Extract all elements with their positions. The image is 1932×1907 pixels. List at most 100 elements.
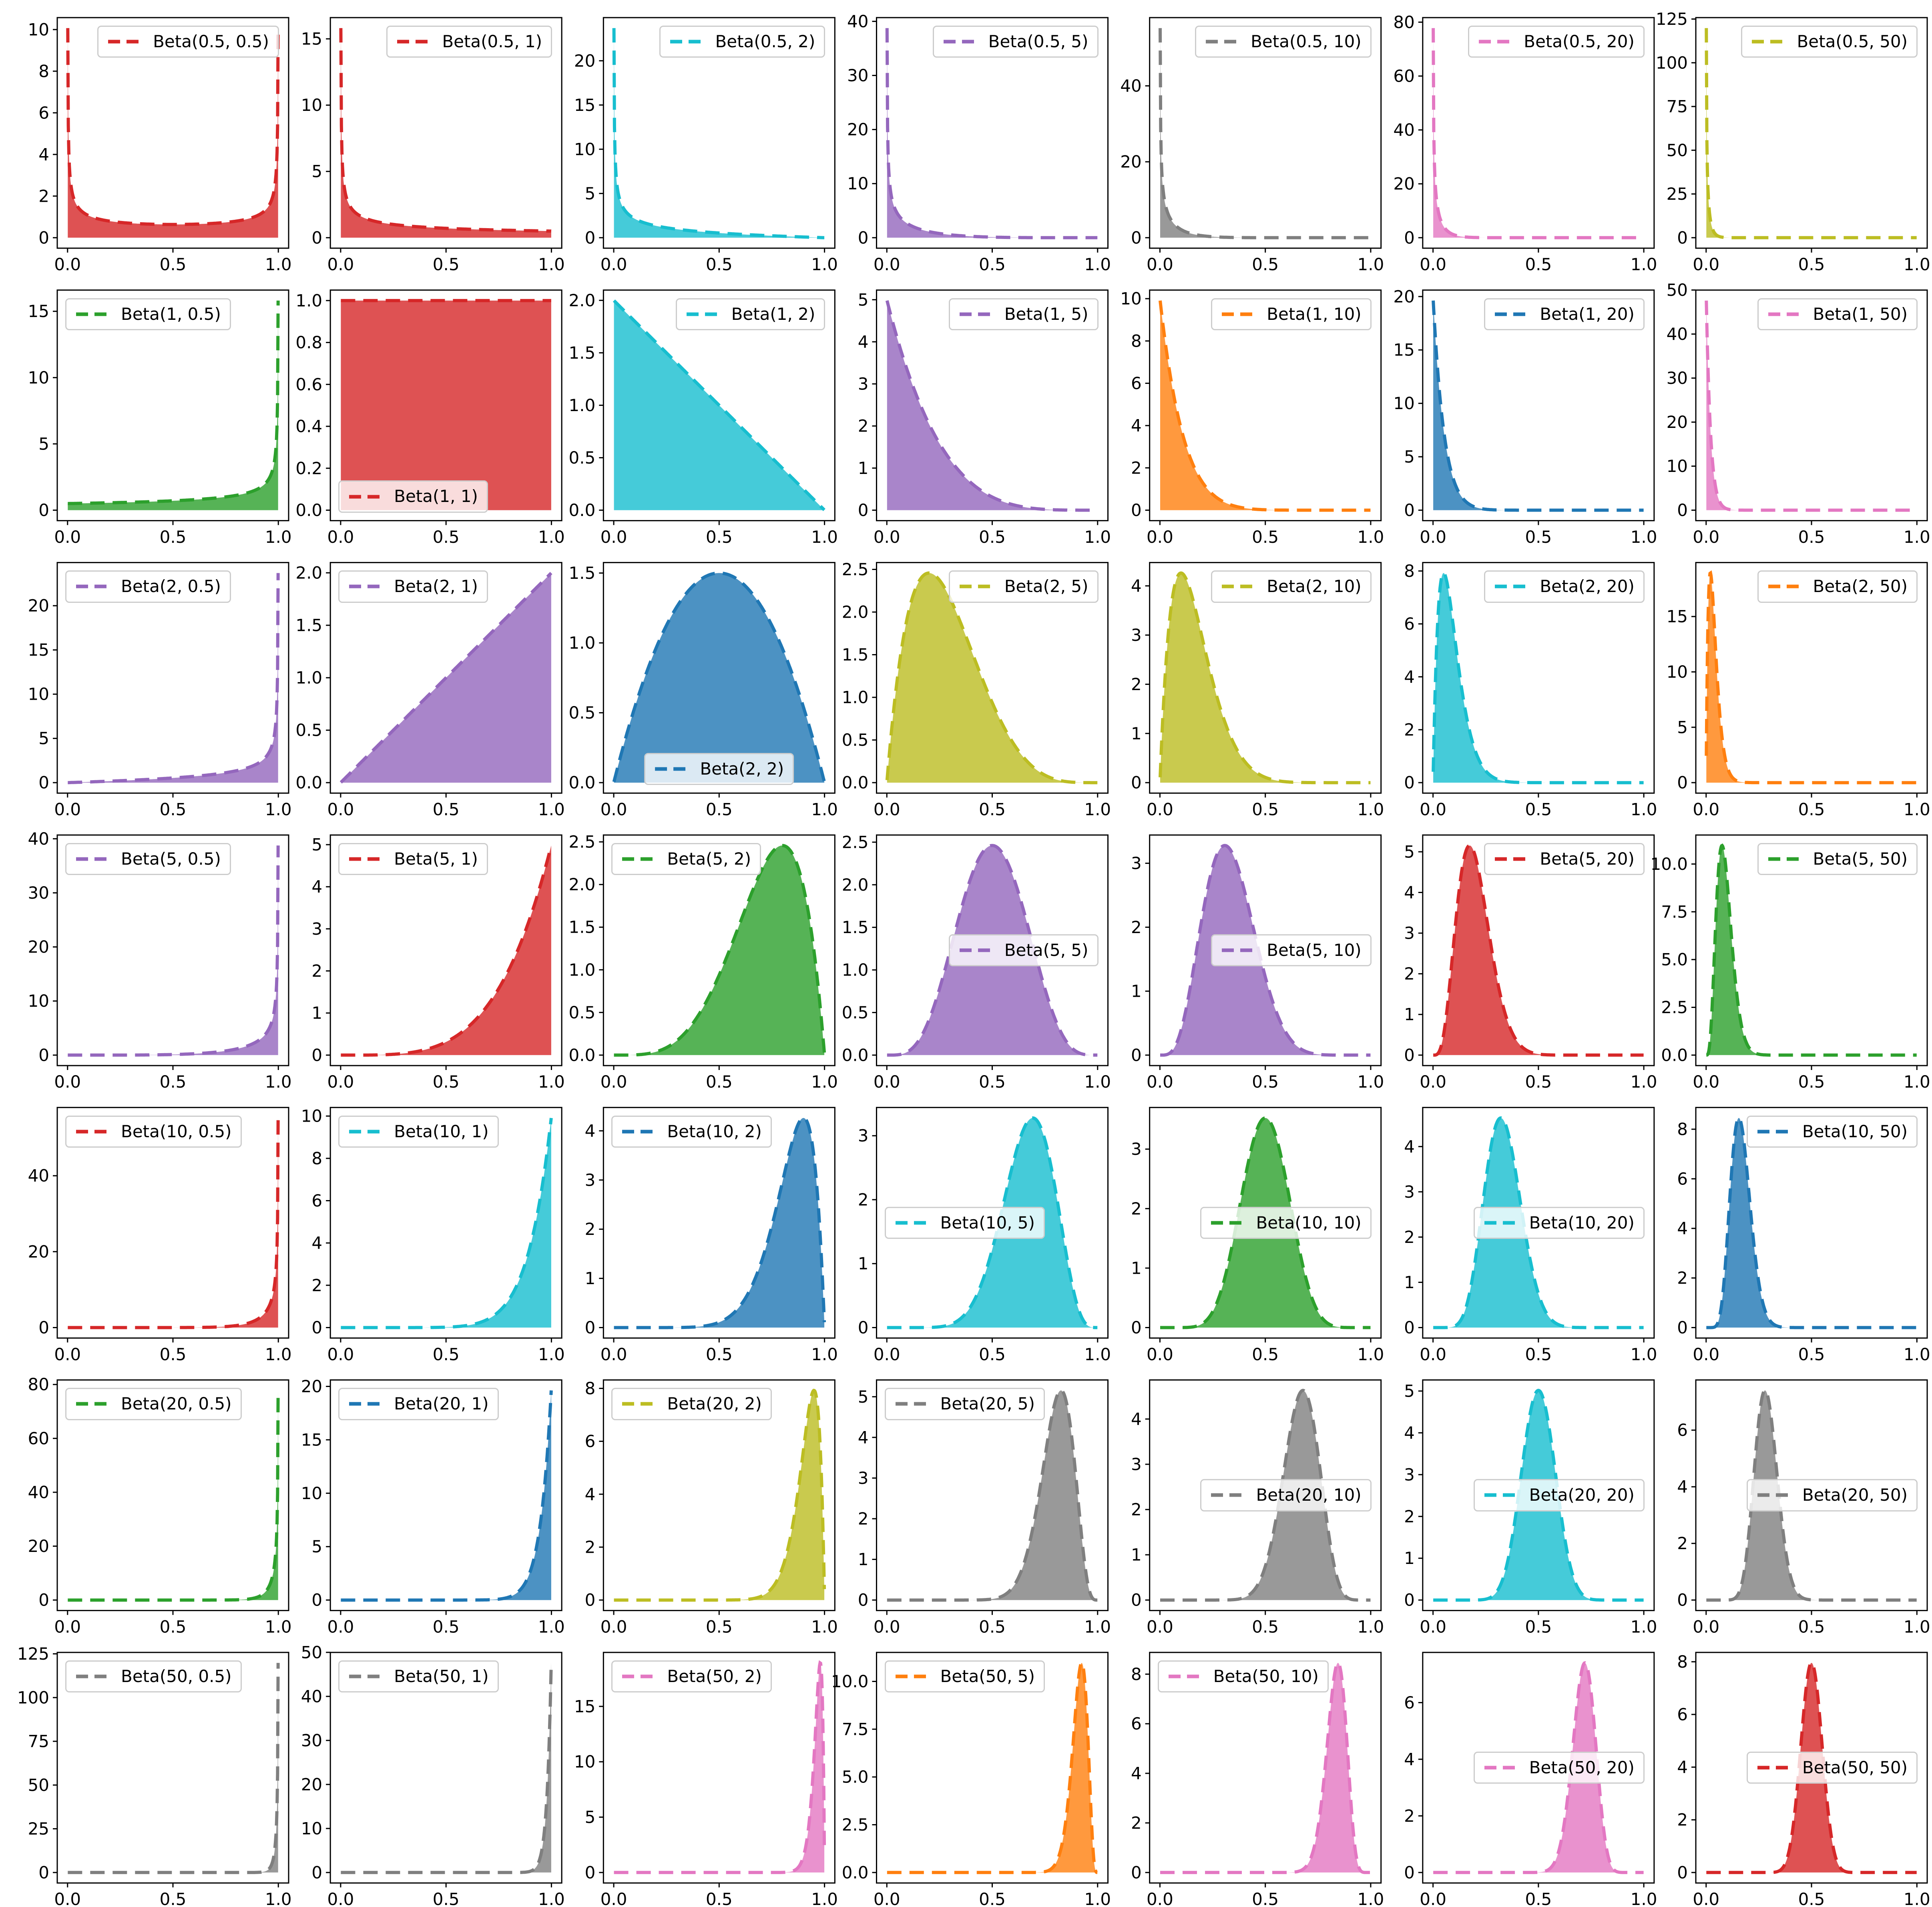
y-tick-label: 2.0 xyxy=(842,875,869,895)
legend-label: Beta(50, 0.5) xyxy=(121,1666,232,1686)
y-tick-label: 3 xyxy=(1131,1455,1142,1474)
x-tick-label: 0.0 xyxy=(54,1072,81,1092)
legend-dash-line-icon xyxy=(76,1130,108,1134)
legend: Beta(2, 50) xyxy=(1757,570,1918,603)
y-tick-label: 0 xyxy=(1404,1318,1415,1337)
pdf-curve xyxy=(339,572,552,784)
subplot-beta-50-5: 0.0 2.5 5.0 7.5 10.0 0.0 0.5 1.0 xyxy=(831,1652,1111,1907)
y-tick-label: 1 xyxy=(858,1254,869,1273)
x-tick-label: 0.0 xyxy=(600,1072,627,1092)
x-tick-label: 0.5 xyxy=(706,1617,733,1637)
y-tick-label: 1 xyxy=(1131,1545,1142,1565)
legend-label: Beta(1, 20) xyxy=(1540,304,1635,324)
y-tick-label: 1.5 xyxy=(295,616,322,635)
legend: Beta(1, 0.5) xyxy=(65,298,231,330)
subplot-beta-1-2: 0.0 0.5 1.0 1.5 2.0 0.0 0.5 1.0 xyxy=(569,289,838,547)
y-tick-label: 0 xyxy=(1131,500,1142,520)
y-tick-label: 3 xyxy=(858,1126,869,1146)
legend-dash-line-icon xyxy=(1768,584,1800,588)
pdf-curve xyxy=(68,573,280,785)
legend: Beta(50, 50) xyxy=(1746,1751,1918,1784)
subplot-beta-0.5-0.5: 0 2 4 6 8 10 0.0 0.5 1.0 xyxy=(28,17,292,274)
subplot-beta-2-1: 0.0 0.5 1.0 1.5 2.0 0.0 0.5 1.0 xyxy=(295,562,565,819)
legend-label: Beta(10, 50) xyxy=(1802,1121,1908,1141)
y-tick-label: 10 xyxy=(574,139,595,159)
legend-dash-line-icon xyxy=(670,40,703,44)
legend: Beta(1, 20) xyxy=(1484,298,1645,330)
pdf-fill xyxy=(1706,1390,1917,1600)
y-tick-label: 0 xyxy=(311,1318,322,1337)
y-tick-label: 40 xyxy=(28,1482,49,1502)
y-tick-label: 0 xyxy=(858,500,869,520)
legend-label: Beta(2, 1) xyxy=(394,576,478,596)
pdf-fill xyxy=(1706,573,1917,783)
y-tick-label: 0 xyxy=(311,1590,322,1610)
x-tick-label: 0.0 xyxy=(874,800,900,819)
legend: Beta(20, 1) xyxy=(338,1388,499,1420)
pdf-fill xyxy=(614,28,825,238)
y-tick-label: 5 xyxy=(1404,1381,1415,1401)
x-tick-label: 1.0 xyxy=(1358,527,1384,547)
y-tick-label: 5 xyxy=(311,162,322,181)
legend: Beta(5, 2) xyxy=(611,843,761,875)
pdf-fill xyxy=(1433,845,1644,1055)
y-tick-label: 7.5 xyxy=(1661,902,1688,921)
x-tick-label: 0.5 xyxy=(160,255,187,274)
y-tick-label: 6 xyxy=(585,1431,596,1451)
x-tick-label: 1.0 xyxy=(1904,255,1930,274)
legend-label: Beta(1, 10) xyxy=(1267,304,1362,324)
x-tick-label: 1.0 xyxy=(1904,527,1930,547)
y-tick-label: 20 xyxy=(1120,152,1141,172)
subplot-beta-1-10: 0 2 4 6 8 10 0.0 0.5 1.0 xyxy=(1120,289,1384,547)
y-tick-label: 0.0 xyxy=(295,773,322,793)
legend-label: Beta(10, 5) xyxy=(940,1212,1035,1233)
pdf-curve xyxy=(1160,1661,1371,1874)
y-tick-label: 0 xyxy=(311,228,322,247)
y-tick-label: 1.0 xyxy=(842,960,869,980)
pdf-fill xyxy=(1160,845,1371,1055)
y-tick-label: 0 xyxy=(38,1590,49,1610)
subplot-beta-0.5-1: 0 5 10 15 0.0 0.5 1.0 xyxy=(301,17,565,274)
x-tick-label: 1.0 xyxy=(538,1617,565,1637)
y-tick-label: 0 xyxy=(38,1318,49,1337)
y-tick-label: 6 xyxy=(1677,1704,1688,1724)
x-tick-label: 1.0 xyxy=(265,527,292,547)
legend-dash-line-icon xyxy=(959,584,992,588)
y-tick-label: 4 xyxy=(1404,1749,1415,1769)
y-tick-label: 0 xyxy=(38,500,49,520)
legend-label: Beta(1, 5) xyxy=(1004,304,1089,324)
y-tick-label: 5 xyxy=(858,1387,869,1407)
y-tick-label: 20 xyxy=(1667,412,1688,432)
x-tick-label: 1.0 xyxy=(265,255,292,274)
subplot-beta-5-0.5: 0 10 20 30 40 0.0 0.5 1.0 xyxy=(28,829,292,1092)
y-tick-label: 5 xyxy=(38,729,49,748)
pdf-curve xyxy=(1432,300,1644,512)
y-tick-label: 0 xyxy=(585,1318,596,1337)
pdf-curve xyxy=(66,28,280,226)
pdf-curve xyxy=(614,1389,826,1602)
legend: Beta(10, 0.5) xyxy=(65,1115,242,1148)
x-tick-label: 1.0 xyxy=(1084,1072,1111,1092)
x-tick-label: 1.0 xyxy=(538,1345,565,1364)
x-tick-label: 0.0 xyxy=(1147,1345,1173,1364)
y-tick-label: 0.0 xyxy=(842,773,869,793)
legend-label: Beta(20, 5) xyxy=(940,1394,1035,1414)
legend-label: Beta(5, 10) xyxy=(1267,940,1362,960)
y-tick-label: 8 xyxy=(1677,1119,1688,1139)
legend: Beta(20, 50) xyxy=(1746,1479,1918,1512)
legend-label: Beta(0.5, 2) xyxy=(715,32,815,51)
x-tick-label: 0.0 xyxy=(1693,800,1719,819)
y-tick-label: 2 xyxy=(1131,917,1142,937)
x-tick-label: 0.0 xyxy=(1420,1345,1446,1364)
legend-dash-line-icon xyxy=(1752,40,1784,44)
y-tick-label: 0 xyxy=(858,1318,869,1337)
y-tick-label: 2 xyxy=(1131,458,1142,478)
pdf-curve xyxy=(1706,843,1917,1057)
y-tick-label: 10 xyxy=(1667,456,1688,476)
legend-dash-line-icon xyxy=(895,1402,928,1406)
subplot-beta-2-50: 0 5 10 15 0.0 0.5 1.0 xyxy=(1667,562,1930,819)
subplot-beta-1-50: 0 10 20 30 40 50 0.0 0.5 1.0 xyxy=(1667,280,1930,547)
legend: Beta(2, 10) xyxy=(1211,570,1372,603)
y-tick-label: 1.0 xyxy=(295,668,322,688)
